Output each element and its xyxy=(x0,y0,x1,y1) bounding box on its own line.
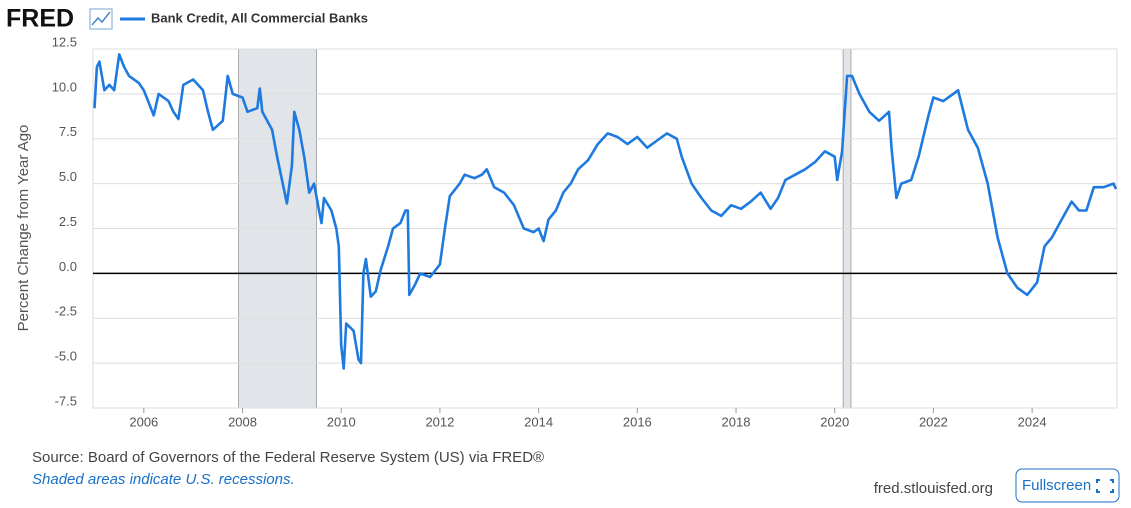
source: Source: Board of Governors of the Federa… xyxy=(32,449,544,466)
y-tick-label: 5.0 xyxy=(59,169,77,184)
y-tick-label: 12.5 xyxy=(52,34,77,49)
y-tick-label: -7.5 xyxy=(55,393,77,408)
legend-label: Bank Credit, All Commercial Banks xyxy=(151,10,368,25)
x-tick-label: 2018 xyxy=(722,414,751,429)
x-tick-label: 2024 xyxy=(1018,414,1047,429)
x-tick-label: 2006 xyxy=(129,414,158,429)
y-tick-label: 0.0 xyxy=(59,259,77,274)
y-axis-label: Percent Change from Year Ago xyxy=(15,125,32,332)
y-tick-label: 7.5 xyxy=(59,124,77,139)
x-tick-label: 2010 xyxy=(327,414,356,429)
x-tick-label: 2014 xyxy=(524,414,553,429)
x-tick-label: 2016 xyxy=(623,414,652,429)
fullscreen-button[interactable]: Fullscreen xyxy=(1015,468,1120,503)
fullscreen-icon[interactable] xyxy=(1096,479,1114,493)
y-tick-label: -2.5 xyxy=(55,304,77,319)
y-tick-label: 2.5 xyxy=(59,214,77,229)
logo-icon xyxy=(89,8,113,30)
y-tick-label: 10.0 xyxy=(52,79,77,94)
x-tick-label: 2012 xyxy=(425,414,454,429)
note: Shaded areas indicate U.S. recessions. xyxy=(32,471,295,488)
data-line xyxy=(93,53,1118,370)
x-tick-label: 2020 xyxy=(820,414,849,429)
logo: FRED xyxy=(6,5,74,33)
site: fred.stlouisfed.org xyxy=(874,480,993,497)
x-tick-label: 2008 xyxy=(228,414,257,429)
button-label[interactable]: Fullscreen xyxy=(1022,477,1091,494)
x-tick-label: 2022 xyxy=(919,414,948,429)
y-tick-label: -5.0 xyxy=(55,349,77,364)
